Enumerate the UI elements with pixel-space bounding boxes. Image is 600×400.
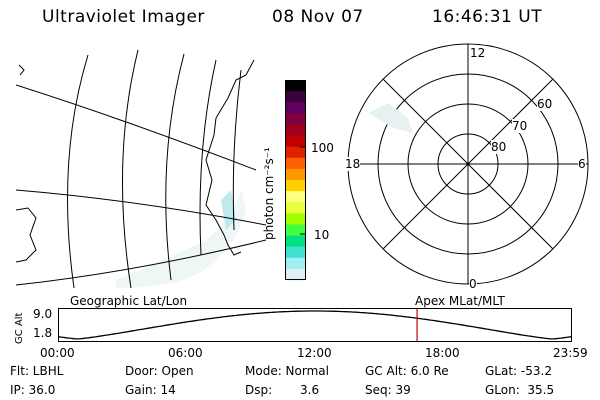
mlt-label-12: 12 xyxy=(470,46,486,60)
timeline-x-tick-0600: 06:00 xyxy=(168,346,203,360)
colorbar-stripe xyxy=(285,235,306,248)
timeline-y-tick-min: 1.8 xyxy=(33,326,53,340)
header-time: 16:46:31 UT xyxy=(432,7,543,27)
colorbar-label: photon cm⁻²s⁻¹ xyxy=(262,147,276,240)
info-gain: Gain: 14 xyxy=(125,383,176,397)
geo-panel-title: Geographic Lat/Lon xyxy=(70,294,188,308)
colorbar-stripe xyxy=(285,180,306,192)
timeline-y-label: GC Alt xyxy=(14,312,25,344)
info-glon: GLon: 35.5 xyxy=(485,383,555,397)
info-mode: Mode: Normal xyxy=(245,364,329,378)
colorbar-stripe xyxy=(285,246,306,259)
mlt-label-6: 6 xyxy=(578,157,586,171)
info-dsp-value: 3.6 xyxy=(300,383,320,397)
colorbar-stripe xyxy=(285,135,306,148)
altitude-timeline xyxy=(58,308,572,342)
colorbar-tick-100: 100 xyxy=(311,141,334,155)
info-glat: GLat: -53.2 xyxy=(485,364,552,378)
info-filter: Flt: LBHL xyxy=(10,364,64,378)
timeline-x-tick-1800: 18:00 xyxy=(425,346,460,360)
colorbar-stripe xyxy=(285,168,306,181)
header-date: 08 Nov 07 xyxy=(272,7,364,27)
info-dsp-label: Dsp: xyxy=(245,383,273,397)
info-gc-alt: GC Alt: 6.0 Re xyxy=(365,364,449,378)
timeline-x-tick-1200: 12:00 xyxy=(297,346,332,360)
info-seq: Seq: 39 xyxy=(365,383,411,397)
info-ip: IP: 36.0 xyxy=(10,383,56,397)
mlat-label-80: 80 xyxy=(491,140,507,154)
colorbar-stripe xyxy=(285,213,306,225)
colorbar-stripe xyxy=(285,224,306,237)
colorbar-stripe xyxy=(285,113,306,125)
timeline-x-tick-0000: 00:00 xyxy=(40,346,75,360)
colorbar-stripe xyxy=(285,257,306,270)
colorbar-stripe xyxy=(285,268,306,281)
colorbar-stripe xyxy=(285,91,306,103)
mlat-label-60: 60 xyxy=(537,97,553,111)
colorbar-stripe xyxy=(285,157,306,170)
mlt-label-0: 0 xyxy=(469,277,477,291)
colorbar-stripe xyxy=(285,124,306,137)
timeline-y-tick-max: 9.0 xyxy=(33,307,53,321)
info-door: Door: Open xyxy=(125,364,194,378)
colorbar-stripe xyxy=(285,80,306,92)
colorbar-tick-10: 10 xyxy=(314,228,330,242)
colorbar-stripe xyxy=(285,146,306,159)
colorbar-stripe xyxy=(285,102,306,114)
mlt-label-18: 18 xyxy=(345,157,361,171)
instrument-title: Ultraviolet Imager xyxy=(42,7,205,27)
polar-panel-title: Apex MLat/MLT xyxy=(415,294,505,308)
timeline-x-tick-2359: 23:59 xyxy=(553,346,588,360)
colorbar-stripe xyxy=(285,202,306,214)
colorbar-stripe xyxy=(285,191,306,203)
colorbar xyxy=(285,80,306,281)
polar-plot xyxy=(347,43,589,285)
mlat-label-70: 70 xyxy=(512,119,528,133)
geographic-map xyxy=(16,49,266,288)
